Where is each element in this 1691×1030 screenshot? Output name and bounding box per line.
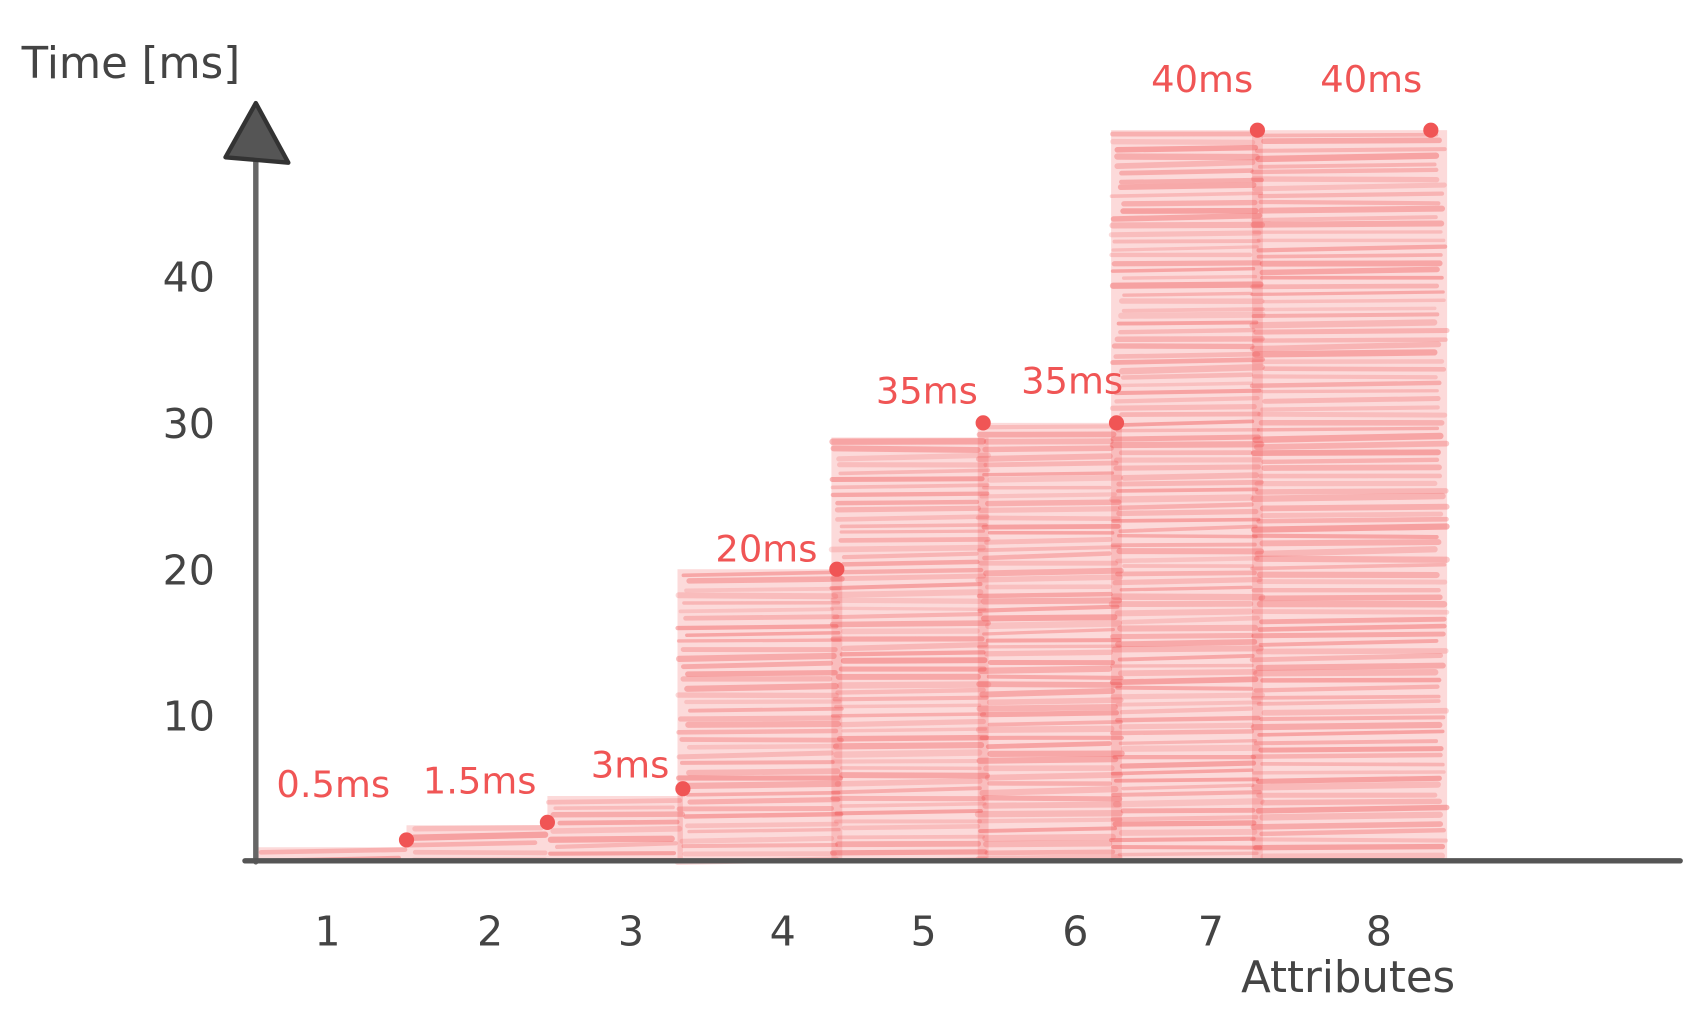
bar-8 (1249, 130, 1450, 862)
y-tick-label: 20 (163, 546, 215, 594)
x-axis-label: Attributes (1241, 953, 1455, 1003)
value-annotation: 40ms (1151, 58, 1253, 101)
y-axis-arrow-icon (223, 100, 291, 165)
x-tick-label: 2 (477, 907, 503, 955)
value-annotation: 35ms (876, 369, 978, 412)
data-point (829, 561, 845, 577)
axes (223, 100, 1683, 865)
bar-6 (974, 422, 1125, 863)
x-tick-label: 6 (1062, 907, 1088, 955)
data-point (675, 781, 691, 797)
y-tick-label: 40 (163, 254, 215, 302)
bar-7 (1108, 130, 1266, 862)
data-point (539, 814, 555, 830)
data-point (1249, 122, 1265, 138)
annotations: 0.5ms 1.5ms 3ms 20ms 35ms 35ms 40ms 40ms (276, 58, 1422, 806)
x-ticks: 1 2 3 4 5 6 7 8 (314, 907, 1392, 955)
points (398, 122, 1439, 848)
data-point (975, 415, 991, 431)
value-annotation: 40ms (1320, 58, 1422, 101)
x-tick-label: 3 (618, 907, 644, 955)
x-tick-label: 4 (770, 907, 796, 955)
x-tick-label: 7 (1198, 907, 1224, 955)
value-annotation: 3ms (591, 743, 670, 786)
value-annotation: 35ms (1021, 360, 1123, 403)
data-point (1108, 415, 1125, 431)
x-tick-label: 5 (911, 907, 937, 955)
x-tick-label: 1 (314, 907, 340, 955)
data-point (1423, 122, 1439, 138)
bars-group (253, 130, 1450, 866)
bar-3 (545, 796, 686, 863)
value-annotation: 1.5ms (423, 760, 537, 803)
bar-4 (674, 569, 845, 866)
y-tick-label: 10 (163, 693, 215, 741)
value-annotation: 0.5ms (276, 763, 390, 806)
bar-5 (828, 437, 992, 863)
y-tick-label: 30 (163, 400, 215, 448)
y-axis-label: Time [ms] (21, 39, 240, 89)
x-tick-label: 8 (1366, 907, 1392, 955)
y-ticks: 10 20 30 40 (163, 254, 215, 741)
bar-2 (405, 824, 549, 863)
value-annotation: 20ms (715, 528, 817, 571)
data-point (398, 832, 415, 848)
